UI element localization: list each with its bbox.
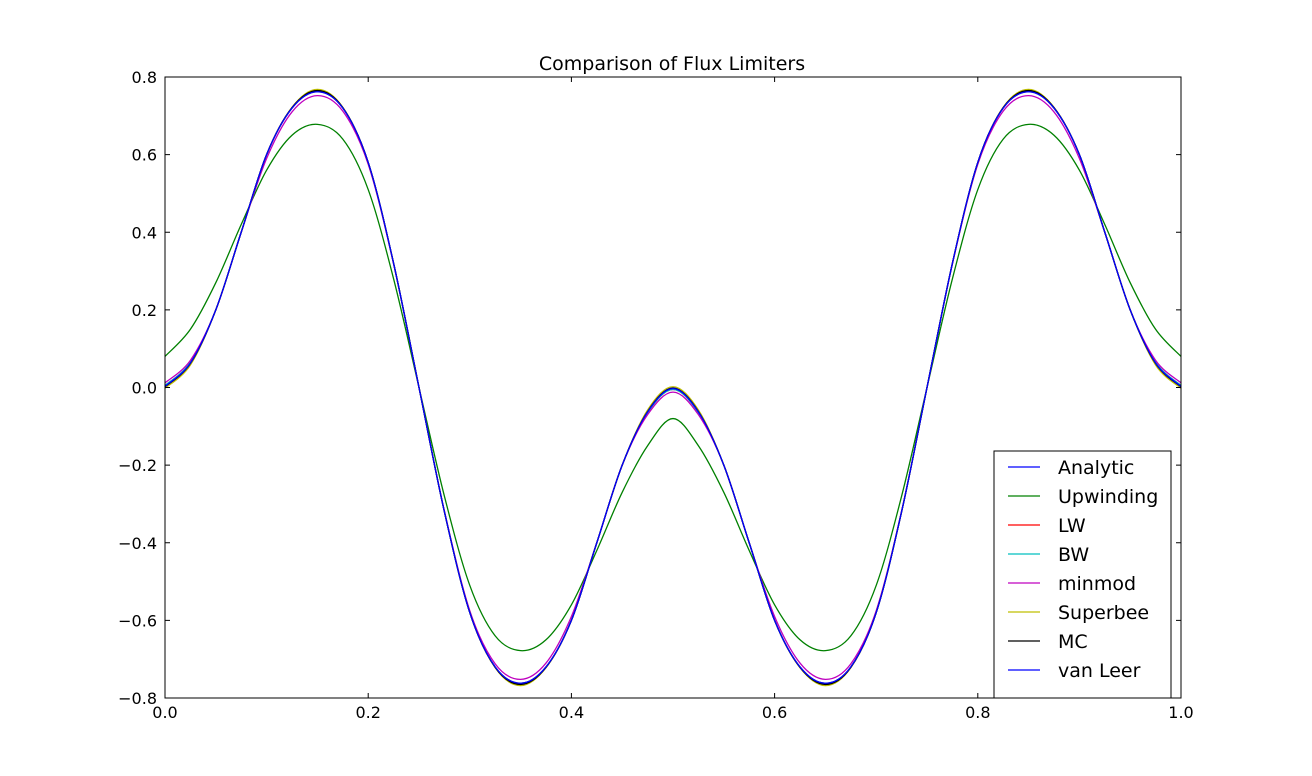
- ticks-layer: 0.0 0.2 0.4 0.6 0.8 1.0 −0.8 −0.6 −0.4 −0.2 0.0 0.2…: [118, 68, 1194, 722]
- y-tick-label: 0.4: [132, 223, 157, 242]
- legend-label: LW: [1058, 515, 1086, 537]
- x-tick-label: 0.8: [965, 703, 990, 722]
- legend-label: minmod: [1058, 573, 1136, 595]
- y-tick-label: 0.8: [132, 68, 157, 87]
- series-layer: [165, 88, 1181, 687]
- legend: Analytic Upwinding LW BW minmod Superbee MC van…: [993, 450, 1172, 699]
- series-line-minmod: [165, 94, 1181, 681]
- y-tick-label: −0.4: [118, 534, 157, 553]
- x-tick-label: 0.2: [355, 703, 380, 722]
- y-tick-label: −0.6: [118, 611, 157, 630]
- y-tick-label: 0.6: [132, 146, 157, 165]
- x-tick-label: 0.4: [559, 703, 584, 722]
- legend-label: BW: [1058, 544, 1089, 566]
- y-tick-label: 0.2: [132, 301, 157, 320]
- x-tick-label: 0.0: [152, 703, 177, 722]
- y-tick-label: 0.0: [132, 379, 157, 398]
- y-tick-label: −0.8: [118, 689, 157, 708]
- chart-title: Comparison of Flux Limiters: [539, 53, 805, 75]
- legend-box: [993, 450, 1172, 699]
- legend-label: Superbee: [1058, 602, 1149, 624]
- x-tick-label: 1.0: [1168, 703, 1193, 722]
- series-line-van-leer: [165, 91, 1181, 684]
- legend-label: van Leer: [1058, 660, 1141, 682]
- legend-label: Analytic: [1058, 457, 1134, 479]
- y-tick-label: −0.2: [118, 456, 157, 475]
- series-line-upwinding: [165, 123, 1181, 652]
- legend-label: Upwinding: [1058, 486, 1158, 508]
- legend-label: MC: [1058, 631, 1088, 653]
- x-tick-label: 0.6: [762, 703, 787, 722]
